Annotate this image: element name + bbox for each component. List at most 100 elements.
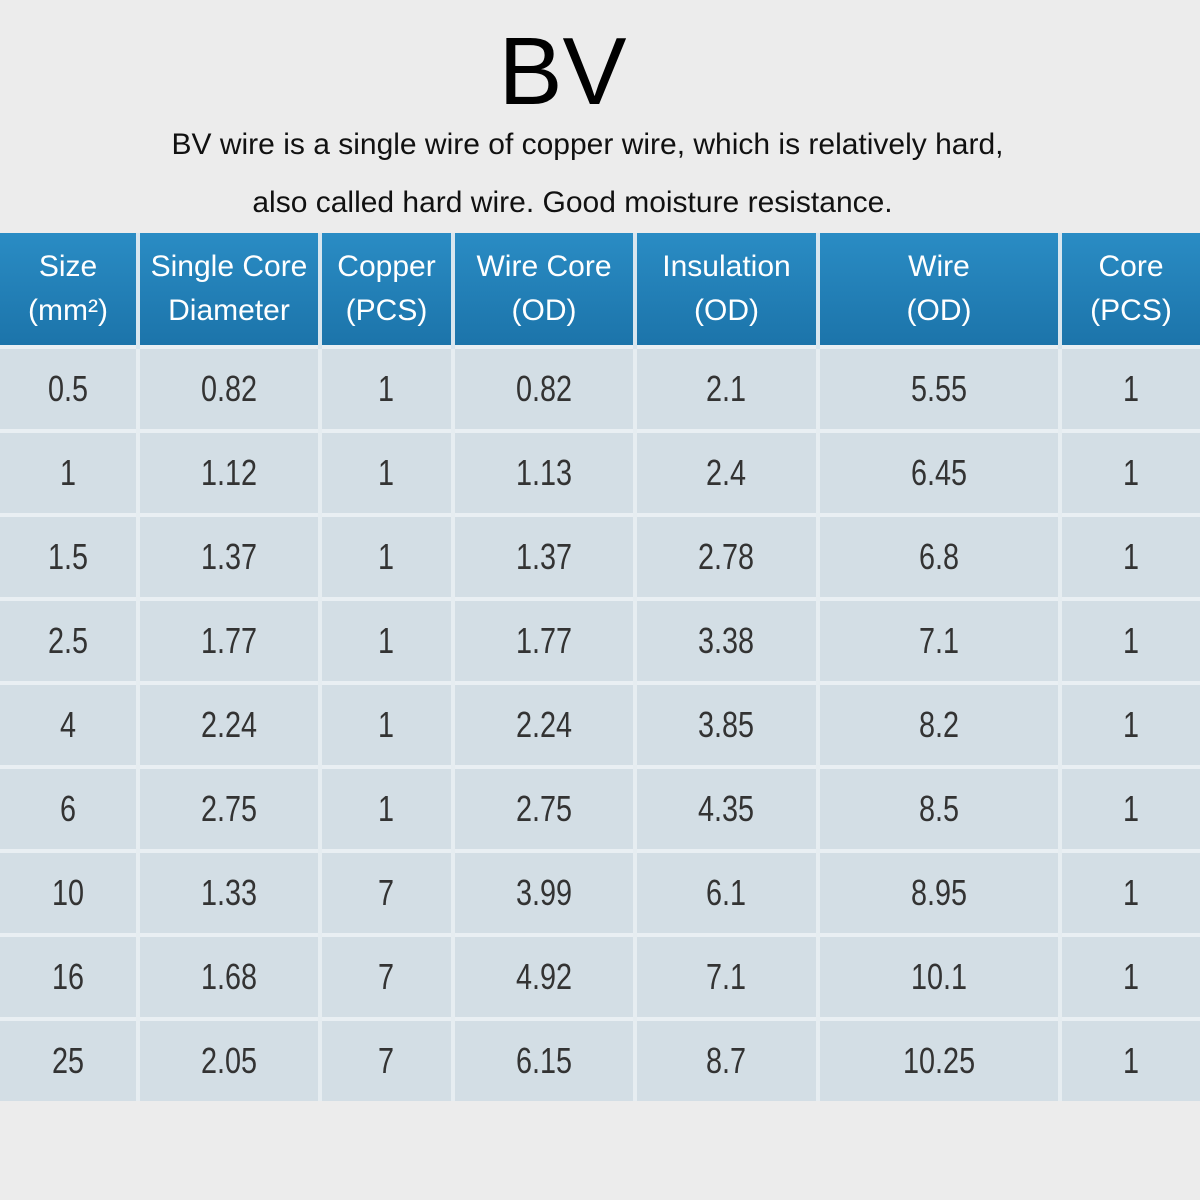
header-row: Size (mm²) Single Core Diameter Copper (PCS) W… bbox=[0, 233, 1200, 347]
table-cell: 1.37 bbox=[451, 513, 635, 599]
table-cell: 3.38 bbox=[633, 597, 818, 683]
cell-text: 1 bbox=[1122, 620, 1140, 661]
table-cell: 3.99 bbox=[451, 849, 635, 935]
table-cell: 1 bbox=[1058, 933, 1200, 1019]
table-cell: 1 bbox=[1058, 1017, 1200, 1101]
table-row: 16 1.68 7 4.92 7.1 10.1 1 bbox=[0, 933, 1200, 1019]
table-cell: 1 bbox=[318, 345, 453, 431]
table-cell: 0.82 bbox=[451, 345, 635, 431]
header-cell: Core (PCS) bbox=[1058, 233, 1200, 347]
table-cell: 7.1 bbox=[633, 933, 818, 1019]
table-cell: 1 bbox=[1058, 597, 1200, 683]
table-cell: 25 bbox=[0, 1017, 138, 1101]
cell-text: 6.15 bbox=[515, 1040, 573, 1081]
cell-text: 1 bbox=[378, 788, 395, 829]
cell-text: 1 bbox=[378, 704, 395, 745]
table-cell: 1.37 bbox=[136, 513, 320, 599]
table-cell: 1 bbox=[318, 597, 453, 683]
header-text: Insulation bbox=[662, 250, 791, 283]
cell-text: 8.7 bbox=[706, 1040, 747, 1081]
table-cell: 2.75 bbox=[136, 765, 320, 851]
header-text: Single Core bbox=[150, 250, 308, 283]
table-cell: 8.95 bbox=[816, 849, 1060, 935]
cell-text: 2.24 bbox=[200, 704, 258, 745]
table-cell: 1.12 bbox=[136, 429, 320, 515]
cell-text: 1 bbox=[1122, 872, 1140, 913]
cell-text: 2.1 bbox=[706, 368, 747, 409]
table-row: 1 1.12 1 1.13 2.4 6.45 1 bbox=[0, 429, 1200, 515]
table-cell: 8.2 bbox=[816, 681, 1060, 767]
table-cell: 7 bbox=[318, 1017, 453, 1101]
table-cell: 6.45 bbox=[816, 429, 1060, 515]
table-cell: 7 bbox=[318, 933, 453, 1019]
table-cell: 4 bbox=[0, 681, 138, 767]
table-row: 2.5 1.77 1 1.77 3.38 7.1 1 bbox=[0, 597, 1200, 683]
table-row: 10 1.33 7 3.99 6.1 8.95 1 bbox=[0, 849, 1200, 935]
cell-text: 1 bbox=[59, 452, 77, 493]
title: BV bbox=[498, 18, 627, 125]
header-text: Wire bbox=[908, 250, 970, 283]
table-cell: 1 bbox=[318, 681, 453, 767]
cell-text: 7 bbox=[378, 956, 395, 997]
cell-text: 3.38 bbox=[698, 620, 755, 661]
cell-text: 1.33 bbox=[200, 872, 258, 913]
cell-text: 2.78 bbox=[698, 536, 755, 577]
header-text: Copper bbox=[337, 250, 436, 283]
cell-text: 6.45 bbox=[910, 452, 968, 493]
table-row: 6 2.75 1 2.75 4.35 8.5 1 bbox=[0, 765, 1200, 851]
cell-text: 0.5 bbox=[47, 368, 89, 409]
table-cell: 16 bbox=[0, 933, 138, 1019]
header-cell: Insulation (OD) bbox=[633, 233, 818, 347]
header-text: (OD) bbox=[906, 294, 972, 327]
table-cell: 2.1 bbox=[633, 345, 818, 431]
table-cell: 10.25 bbox=[816, 1017, 1060, 1101]
cell-text: 8.95 bbox=[910, 872, 968, 913]
table-cell: 6.15 bbox=[451, 1017, 635, 1101]
cell-text: 6.1 bbox=[706, 872, 747, 913]
cell-text: 3.85 bbox=[698, 704, 755, 745]
table-cell: 2.4 bbox=[633, 429, 818, 515]
header-cell: Wire Core (OD) bbox=[451, 233, 635, 347]
table-cell: 1.77 bbox=[451, 597, 635, 683]
header-text: (PCS) bbox=[1090, 294, 1172, 327]
table-cell: 1.33 bbox=[136, 849, 320, 935]
header-text: Wire Core bbox=[476, 250, 612, 283]
cell-text: 5.55 bbox=[910, 368, 968, 409]
table-cell: 1.68 bbox=[136, 933, 320, 1019]
cell-text: 0.82 bbox=[515, 368, 573, 409]
table-cell: 2.24 bbox=[451, 681, 635, 767]
cell-text: 7 bbox=[378, 872, 395, 913]
cell-text: 0.82 bbox=[200, 368, 258, 409]
table-cell: 0.82 bbox=[136, 345, 320, 431]
header-text: (OD) bbox=[694, 294, 759, 327]
table-cell: 7 bbox=[318, 849, 453, 935]
cell-text: 10.1 bbox=[910, 956, 968, 997]
cell-text: 1 bbox=[378, 536, 395, 577]
table-cell: 3.85 bbox=[633, 681, 818, 767]
cell-text: 1 bbox=[1122, 452, 1140, 493]
cell-text: 1 bbox=[1122, 536, 1140, 577]
cell-text: 1.37 bbox=[200, 536, 258, 577]
table-row: 25 2.05 7 6.15 8.7 10.25 1 bbox=[0, 1017, 1200, 1101]
table-cell: 1 bbox=[1058, 429, 1200, 515]
header-cell: Wire (OD) bbox=[816, 233, 1060, 347]
table-cell: 6 bbox=[0, 765, 138, 851]
cell-text: 1.5 bbox=[47, 536, 89, 577]
cell-text: 1.37 bbox=[515, 536, 573, 577]
cell-text: 2.24 bbox=[515, 704, 573, 745]
table-row: 1.5 1.37 1 1.37 2.78 6.8 1 bbox=[0, 513, 1200, 599]
cell-text: 2.75 bbox=[200, 788, 258, 829]
cell-text: 2.75 bbox=[515, 788, 573, 829]
table-cell: 5.55 bbox=[816, 345, 1060, 431]
cell-text: 7.1 bbox=[918, 620, 960, 661]
cell-text: 7 bbox=[378, 1040, 395, 1081]
table-cell: 8.7 bbox=[633, 1017, 818, 1101]
table-cell: 4.35 bbox=[633, 765, 818, 851]
table-cell: 1 bbox=[318, 429, 453, 515]
cell-text: 4 bbox=[59, 704, 77, 745]
header-text: Diameter bbox=[168, 294, 290, 327]
table-cell: 1 bbox=[1058, 681, 1200, 767]
table-cell: 1 bbox=[0, 429, 138, 515]
cell-text: 3.99 bbox=[515, 872, 573, 913]
